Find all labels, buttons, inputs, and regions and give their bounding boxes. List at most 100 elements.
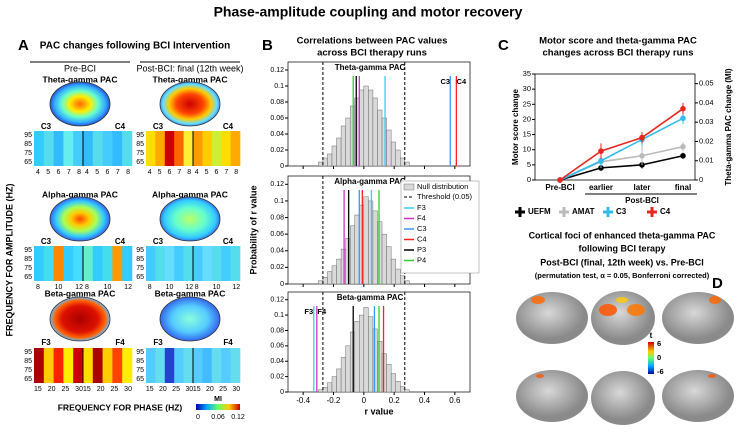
y-tick-label: 5 bbox=[527, 160, 531, 169]
legend-label: Threshold (0.05) bbox=[417, 192, 473, 201]
heatmap-cell bbox=[63, 131, 74, 166]
x-tick-label: -0.4 bbox=[296, 396, 310, 405]
legend-label: F4 bbox=[417, 213, 426, 222]
histogram-bar bbox=[404, 389, 410, 393]
histogram-bar bbox=[331, 265, 337, 285]
electrode-label: C3 bbox=[41, 237, 52, 246]
heatmap-cell bbox=[146, 246, 156, 281]
histogram-bar bbox=[340, 357, 346, 393]
panel-subtitle: Beta-gamma PAC bbox=[337, 293, 404, 302]
electrode-label: F3 bbox=[153, 338, 163, 347]
x-tick-label: 10 bbox=[213, 284, 221, 291]
y2-tick-label: 0.01 bbox=[699, 156, 714, 165]
y-tick-label: 95 bbox=[136, 132, 144, 139]
histogram-bar bbox=[349, 225, 355, 285]
y-tick-label: 0.12 bbox=[270, 297, 284, 304]
histogram-bar bbox=[386, 364, 392, 393]
colorbar-tick: 0.06 bbox=[211, 414, 225, 421]
electrode-label: F4 bbox=[115, 338, 125, 347]
electrode-label: F3 bbox=[41, 338, 51, 347]
heatmap-cell bbox=[230, 348, 241, 383]
histogram-bar bbox=[381, 117, 387, 167]
histogram-bar bbox=[368, 200, 374, 285]
colorbar-label: t bbox=[650, 331, 653, 340]
histogram-bar bbox=[400, 275, 405, 285]
heatmap-cell bbox=[53, 348, 64, 383]
heatmap-cell bbox=[146, 131, 156, 166]
y-axis-label: FREQUENCY FOR AMPLITUDE (HZ) bbox=[4, 184, 14, 337]
histogram-bar bbox=[354, 321, 360, 393]
histogram-bar bbox=[318, 280, 324, 285]
y-tick-label: 0.08 bbox=[270, 99, 284, 106]
x-tick-label: 0.4 bbox=[419, 396, 431, 405]
y-tick-label: 85 bbox=[24, 141, 32, 148]
heatmap-cell bbox=[193, 131, 203, 166]
heatmap-cell bbox=[221, 246, 231, 281]
x-tick-label: 8 bbox=[195, 284, 199, 291]
x-tick-label: 0.6 bbox=[449, 396, 461, 405]
plot-frame bbox=[534, 73, 696, 181]
heatmap-cell bbox=[202, 131, 213, 166]
y-tick-label: 0 bbox=[280, 163, 284, 170]
histogram-bar bbox=[354, 97, 360, 167]
y-tick-label: 0.12 bbox=[270, 181, 284, 188]
legend-box bbox=[400, 180, 480, 274]
histogram-bar bbox=[322, 157, 328, 167]
series-line bbox=[559, 108, 684, 181]
heatmap-cell bbox=[146, 348, 156, 383]
x-tick-label: 8 bbox=[36, 284, 40, 291]
y-tick-label: 95 bbox=[24, 247, 32, 254]
x-tick-label: -0.2 bbox=[327, 396, 341, 405]
x-tick-label: 8 bbox=[126, 169, 130, 176]
heatmap-cell bbox=[63, 246, 74, 281]
topomap bbox=[159, 196, 221, 242]
heatmap-cell bbox=[183, 131, 194, 166]
legend-label: C3 bbox=[417, 224, 427, 233]
y2-tick-label: 0.05 bbox=[699, 79, 714, 88]
x-tick-label: 15 bbox=[193, 386, 201, 393]
data-point bbox=[598, 148, 604, 154]
legend-label: AMAT bbox=[572, 207, 595, 216]
histogram-bar bbox=[372, 328, 378, 393]
x-tick-label: 15 bbox=[146, 386, 154, 393]
y-tick-label: 30 bbox=[523, 84, 531, 93]
x-tick-label: 8 bbox=[77, 169, 81, 176]
y-tick-label: 85 bbox=[24, 256, 32, 263]
legend-label: F3 bbox=[417, 203, 426, 212]
histogram-bar bbox=[318, 389, 324, 393]
x-tick-label: 7 bbox=[67, 169, 71, 176]
x-tick-label: 6 bbox=[106, 169, 110, 176]
heatmap-cell bbox=[193, 246, 203, 281]
colorbar bbox=[648, 342, 654, 374]
chart-title: across BCI therapy runs bbox=[317, 48, 427, 59]
heatmap-cell bbox=[112, 131, 123, 166]
topomap bbox=[159, 81, 221, 127]
heatmap-cell bbox=[43, 348, 54, 383]
y-tick-label: 0.02 bbox=[270, 264, 284, 271]
y2-tick-label: 0.02 bbox=[699, 136, 714, 145]
x-tick-label: 4 bbox=[195, 169, 199, 176]
topomap bbox=[49, 296, 111, 342]
legend-swatch bbox=[603, 207, 613, 217]
histogram-bar bbox=[386, 129, 392, 167]
series-line bbox=[559, 117, 684, 181]
heatmap-cell bbox=[221, 348, 231, 383]
heatmap-cell bbox=[174, 348, 184, 383]
heatmap-cell bbox=[92, 131, 103, 166]
x-tick-label: 10 bbox=[166, 284, 174, 291]
histogram-bar bbox=[363, 85, 369, 167]
x-axis-label: r value bbox=[364, 406, 393, 416]
x-tick-label: 8 bbox=[234, 169, 238, 176]
legend-label: C4 bbox=[417, 234, 427, 243]
histogram-bar bbox=[377, 109, 383, 167]
heatmap-cell bbox=[112, 246, 123, 281]
heatmap-cell bbox=[202, 348, 213, 383]
y-tick-label: 0 bbox=[280, 281, 284, 288]
x-tick-label: 7 bbox=[224, 169, 228, 176]
colorbar-tick: 0 bbox=[196, 414, 200, 421]
y-tick-label: 25 bbox=[523, 99, 531, 108]
data-point bbox=[557, 177, 563, 183]
histogram-bar bbox=[390, 141, 396, 167]
data-point bbox=[680, 143, 686, 150]
colorbar-tick: 0.12 bbox=[231, 414, 245, 421]
